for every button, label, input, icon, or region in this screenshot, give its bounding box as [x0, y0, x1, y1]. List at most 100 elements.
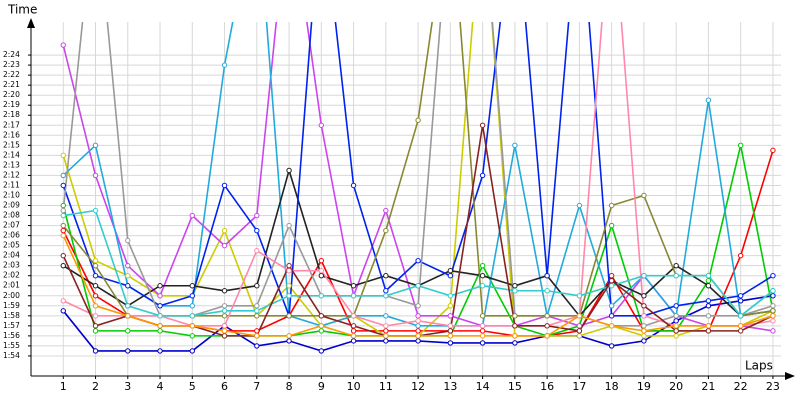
y-tick-label: 2:17 [3, 120, 20, 129]
lap-point [576, 293, 583, 299]
lap-point [576, 328, 583, 334]
lap-point [512, 323, 518, 329]
lap-point [512, 142, 518, 149]
lap-point [350, 182, 357, 189]
lap-point [286, 267, 292, 274]
lap-point [415, 338, 421, 344]
lap-point [641, 328, 647, 334]
lap-point [673, 318, 679, 324]
lap-point [189, 313, 195, 319]
lap-point [770, 313, 776, 319]
lap-point [221, 182, 228, 189]
lap-point [286, 313, 292, 319]
y-tick-label: 2:01 [3, 281, 20, 290]
lap-point [318, 293, 325, 299]
lap-point [318, 122, 325, 128]
y-tick-label: 2:04 [3, 251, 20, 260]
lap-point [479, 172, 486, 179]
lap-point [770, 293, 776, 299]
lap-point [512, 283, 518, 289]
lap-point [737, 313, 744, 319]
lap-point [125, 313, 131, 319]
x-tick-label: 15 [508, 380, 522, 393]
lap-point [737, 142, 744, 149]
lap-point [608, 313, 615, 319]
x-axis-arrow [785, 372, 795, 380]
x-tick-label: 3 [124, 380, 131, 393]
lap-point [608, 303, 615, 309]
lap-point [221, 288, 228, 294]
lap-point [641, 313, 647, 319]
lap-point [157, 313, 163, 319]
lap-point [705, 278, 712, 284]
y-axis-arrow [27, 18, 35, 28]
lap-point [415, 117, 421, 123]
lap-point [673, 303, 679, 309]
lap-point [157, 283, 163, 289]
y-tick-label: 2:24 [3, 50, 20, 59]
y-tick-label: 2:09 [3, 201, 20, 210]
lap-point [92, 313, 99, 319]
lap-point [221, 328, 228, 334]
lap-point [447, 340, 454, 346]
lap-point [92, 328, 99, 334]
lap-point [92, 273, 99, 279]
lap-point [479, 122, 486, 128]
x-tick-label: 13 [443, 380, 457, 393]
lap-point [383, 323, 389, 329]
lap-point [705, 323, 712, 329]
lap-point [415, 323, 421, 329]
lap-point [705, 313, 712, 319]
lap-point [608, 278, 615, 284]
lap-point [92, 207, 99, 214]
lap-point [383, 227, 389, 234]
plot-area [60, 22, 776, 354]
lap-point [608, 222, 615, 229]
lap-point [189, 293, 195, 299]
lap-point [608, 343, 615, 349]
lap-point [415, 257, 421, 264]
lap-point [737, 252, 744, 259]
lap-point [415, 333, 421, 339]
lap-point [641, 273, 647, 279]
y-tick-label: 2:15 [3, 140, 20, 149]
y-tick-label: 1:59 [3, 301, 20, 310]
lap-point [157, 293, 163, 299]
y-tick-label: 1:55 [3, 341, 20, 350]
y-tick-label: 2:16 [3, 130, 20, 139]
lap-point [286, 283, 292, 289]
x-tick-label: 10 [347, 380, 361, 393]
lap-point [608, 283, 615, 289]
lap-point [447, 273, 454, 279]
x-tick-label: 14 [476, 380, 490, 393]
lap-point [705, 328, 712, 334]
lap-point [770, 273, 776, 279]
lap-point [544, 333, 550, 339]
lap-point [60, 152, 66, 159]
lap-point [447, 303, 454, 309]
lap-point [318, 267, 325, 274]
y-tick-label: 2:10 [3, 190, 20, 199]
lap-point [286, 338, 292, 344]
lap-point [221, 308, 228, 314]
lap-point [770, 303, 776, 309]
lap-point [544, 288, 550, 294]
lap-point [544, 273, 550, 279]
x-tick-label: 8 [286, 380, 293, 393]
lap-point [641, 303, 647, 309]
x-tick-label: 23 [766, 380, 780, 393]
x-tick-label: 22 [734, 380, 748, 393]
lap-point [770, 328, 776, 334]
lap-point [415, 313, 421, 319]
lap-point [318, 323, 325, 329]
lap-point [157, 323, 163, 329]
lap-point [737, 323, 744, 329]
lap-point [737, 328, 744, 334]
lap-point [125, 262, 131, 269]
lap-point [125, 328, 131, 334]
lap-point [705, 283, 712, 289]
x-tick-label: 17 [572, 380, 586, 393]
lap-point [608, 202, 615, 209]
y-tick-label: 1:56 [3, 331, 20, 340]
y-tick-label: 2:18 [3, 110, 20, 119]
